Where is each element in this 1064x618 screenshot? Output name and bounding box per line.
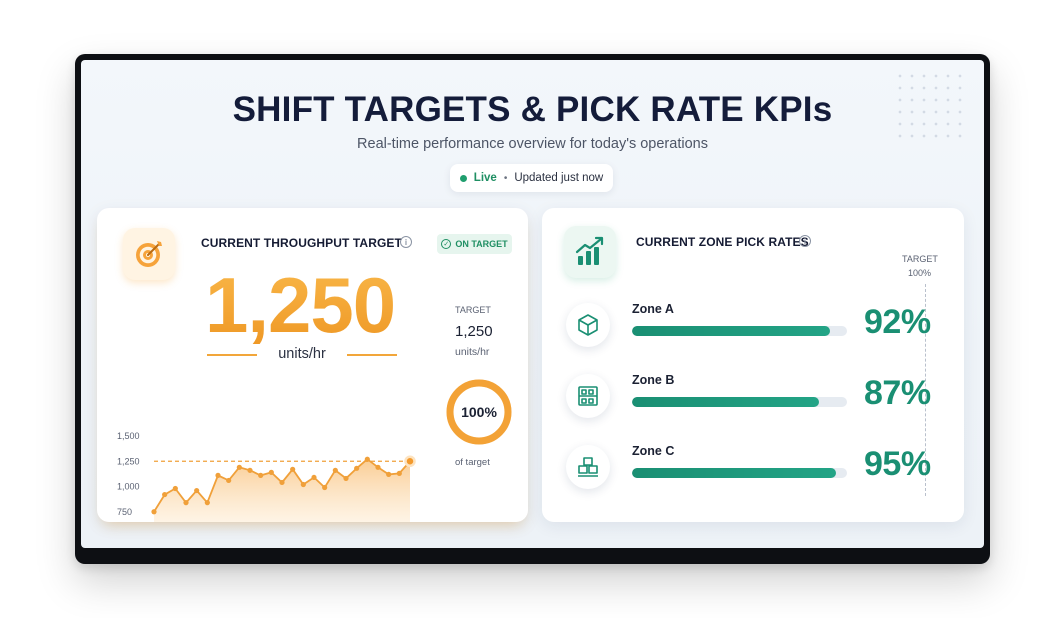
pick-rates-card: CURRENT ZONE PICK RATES i TARGET 100% Zo…	[542, 208, 964, 522]
chart-point	[183, 500, 189, 506]
zone-c-name: Zone C	[632, 444, 675, 458]
chart-point	[332, 467, 338, 473]
chart-point	[215, 472, 221, 478]
zone-c-percent: 95%	[864, 445, 931, 483]
target-100-line	[925, 284, 926, 496]
box-icon	[566, 303, 610, 347]
chart-y-tick-label: 1,000	[117, 482, 140, 492]
progress-ring-label: 100%	[461, 404, 497, 420]
chart-point	[268, 469, 274, 475]
target-icon	[123, 228, 175, 280]
shelving-icon	[566, 374, 610, 418]
pick-rates-info-icon[interactable]: i	[799, 235, 811, 247]
chart-point	[151, 509, 157, 515]
decorative-dot-grid	[894, 70, 966, 140]
chart-y-tick-label: 1,500	[117, 431, 140, 441]
zone-a-percent: 92%	[864, 303, 931, 341]
zone-a-bar-fill	[632, 326, 830, 336]
progress-caption: of target	[455, 457, 490, 468]
unit-line-left	[207, 354, 257, 356]
stacked-boxes-icon	[566, 445, 610, 489]
chart-point	[343, 475, 349, 482]
chart-point	[364, 456, 370, 462]
zone-a-name: Zone A	[632, 302, 674, 316]
chart-point	[172, 485, 178, 492]
pick-rates-heading: CURRENT ZONE PICK RATES	[636, 235, 809, 249]
chart-point	[404, 455, 416, 467]
page-subtitle: Real-time performance overview for today…	[357, 136, 708, 152]
on-target-label: ON TARGET	[455, 239, 508, 249]
zone-a-bar	[632, 326, 847, 336]
unit-row: units/hr	[207, 346, 397, 364]
status-separator: •	[503, 172, 508, 184]
unit-line-right	[347, 354, 397, 356]
page-title: SHIFT TARGETS & PICK RATE KPIs	[232, 90, 833, 129]
throughput-value: 1,250	[205, 261, 396, 349]
progress-ring-arc	[446, 379, 512, 445]
throughput-info-icon[interactable]: i	[400, 236, 412, 248]
pick-target-label: TARGET	[902, 254, 938, 264]
side-target-label: TARGET	[455, 305, 491, 315]
chart-point	[322, 484, 328, 491]
chart-area-fill	[154, 459, 410, 522]
pick-target-value: 100%	[908, 268, 932, 278]
live-dot-icon	[459, 174, 467, 182]
zone-b-name: Zone B	[632, 373, 675, 387]
dashboard-screen: SHIFT TARGETS & PICK RATE KPIs Real-time…	[81, 60, 984, 548]
zone-c-bar-fill	[632, 468, 837, 478]
chart-point	[226, 477, 232, 484]
live-status-pill: Live • Updated just now	[450, 164, 613, 192]
chart-point	[396, 470, 402, 476]
chart-point	[290, 466, 296, 472]
side-target-unit: units/hr	[455, 346, 490, 358]
throughput-heading: CURRENT THROUGHPUT TARGET	[201, 236, 402, 250]
chart-point	[386, 471, 392, 477]
chart-point	[162, 491, 168, 498]
chart-point	[300, 481, 306, 488]
on-target-badge: ✓ ON TARGET	[437, 234, 512, 254]
chart-point	[204, 500, 210, 506]
throughput-unit: units/hr	[278, 346, 326, 362]
growth-chart-icon	[564, 226, 616, 278]
throughput-card: CURRENT THROUGHPUT TARGET i ✓ ON TARGET …	[97, 208, 528, 522]
zone-b-bar-fill	[632, 397, 820, 407]
chart-point	[247, 467, 253, 473]
chart-y-tick-label: 750	[117, 507, 132, 517]
chart-point	[258, 472, 264, 478]
check-circle-icon: ✓	[441, 239, 452, 249]
chart-point	[236, 464, 242, 470]
chart-point	[194, 487, 200, 494]
zone-c-bar	[632, 468, 847, 478]
chart-point	[311, 474, 317, 481]
chart-point	[279, 479, 285, 486]
zone-b-percent: 87%	[864, 374, 931, 412]
chart-point	[375, 464, 381, 470]
zone-b-bar	[632, 397, 847, 407]
side-target-value: 1,250	[455, 323, 493, 340]
live-label: Live	[473, 172, 497, 184]
chart-point	[354, 465, 360, 471]
chart-y-tick-label: 1,250	[117, 456, 140, 466]
progress-ring: 100%	[443, 376, 515, 448]
updated-label: Updated just now	[514, 172, 604, 184]
